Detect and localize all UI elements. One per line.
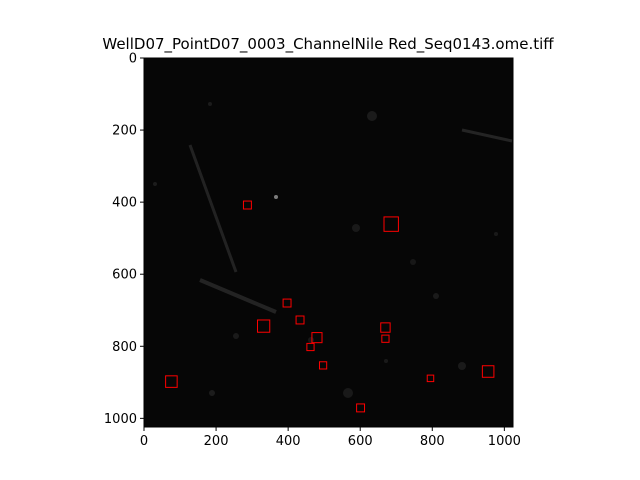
y-axis: 0 200 400 600 800 1000 — [104, 52, 144, 427]
detection-box — [383, 216, 399, 232]
detection-box — [426, 374, 435, 383]
detection-box — [242, 200, 252, 210]
x-tick-label: 0 — [140, 434, 148, 449]
y-tick-label: 200 — [112, 124, 137, 139]
detection-box — [257, 319, 271, 333]
y-tick-label: 1000 — [104, 412, 137, 427]
y-tick-label: 600 — [112, 268, 137, 283]
detection-boxes — [165, 200, 495, 413]
y-tick-label: 400 — [112, 196, 137, 211]
detection-box — [306, 342, 315, 352]
detection-box — [311, 332, 323, 344]
y-tick-label: 800 — [112, 340, 137, 355]
detection-box — [380, 322, 391, 333]
x-tick-label: 200 — [204, 434, 229, 449]
detection-box — [165, 375, 178, 388]
plot-frame — [143, 57, 514, 428]
detection-box — [381, 334, 390, 343]
y-tick-label: 0 — [129, 52, 137, 67]
x-tick-label: 600 — [348, 434, 373, 449]
plot-title: WellD07_PointD07_0003_ChannelNile Red_Se… — [102, 35, 554, 54]
x-tick-label: 1000 — [488, 434, 521, 449]
x-tick-label: 800 — [420, 434, 445, 449]
detection-box — [356, 403, 366, 413]
x-axis: 0 200 400 600 800 1000 — [140, 427, 521, 449]
microscopy-image — [143, 57, 514, 428]
detection-box — [481, 365, 495, 378]
detection-box — [318, 361, 328, 370]
detection-box — [282, 298, 292, 308]
x-tick-label: 400 — [276, 434, 301, 449]
detection-box — [295, 315, 305, 325]
